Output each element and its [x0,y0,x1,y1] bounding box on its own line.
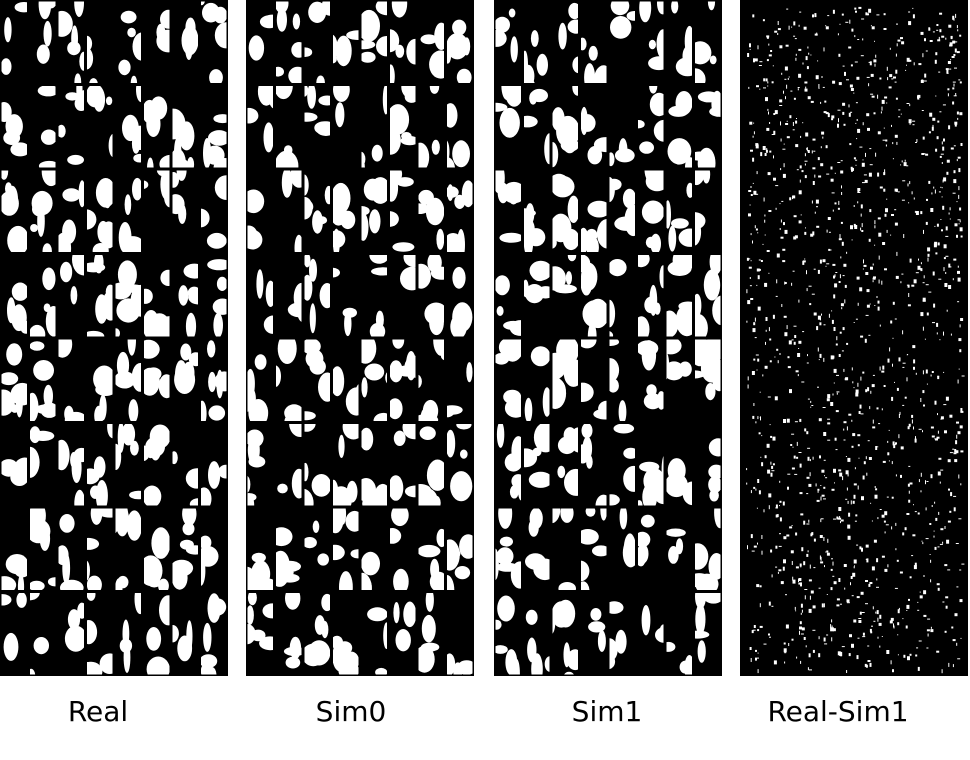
panel-sim0-image [246,0,474,676]
caption-real-minus-sim1: Real-Sim1 [767,695,909,728]
caption-sim1: Sim1 [571,695,643,728]
panel-difference-image [740,0,968,676]
panel-real-image [0,0,228,676]
caption-sim0: Sim0 [315,695,387,728]
panel-sim1-image [494,0,722,676]
caption-real: Real [67,695,129,728]
